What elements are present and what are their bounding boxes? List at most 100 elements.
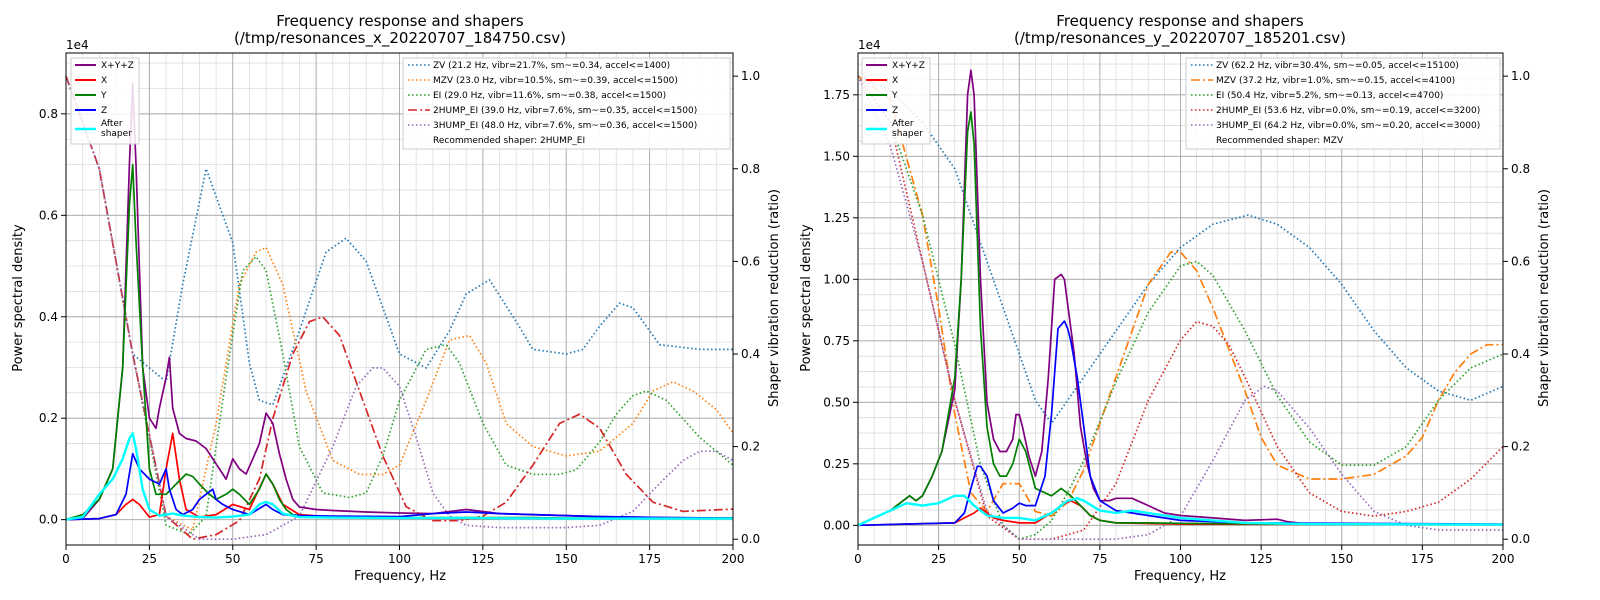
psd-curve (857, 494, 1504, 527)
axes: 0 25 50 75 100 125 150 175 200 0.00 0.25 0.50 0.75 1.… (823, 69, 1530, 566)
x-axis-label: Frequency, Hz (354, 569, 446, 584)
legend-shaper-label: 2HUMP_EI (39.0 Hz, vibr=7.6%, sm~=0.35, … (433, 106, 697, 116)
shaper-curve (65, 75, 734, 531)
plot-lines (65, 75, 734, 541)
psd-curve (65, 82, 734, 521)
legend-psd: X+Y+Z X Y Z After shaper (70, 57, 140, 145)
x-tick-label: 175 (638, 552, 661, 566)
y-axis-label: Power spectral density (799, 224, 814, 372)
x-tick-label: 150 (1330, 552, 1353, 566)
shaper-curve (857, 75, 1504, 541)
psd-curve (857, 111, 1504, 527)
legend-shapers: ZV (62.2 Hz, vibr=30.4%, sm~=0.05, accel… (1185, 57, 1501, 150)
legend-psd-label: X+Y+Z (101, 61, 134, 71)
legend-shaper-label: 3HUMP_EI (48.0 Hz, vibr=7.6%, sm~=0.36, … (433, 121, 697, 131)
x-tick-label: 125 (471, 552, 494, 566)
legend-shaper-label: MZV (23.0 Hz, vibr=10.5%, sm~=0.39, acce… (433, 76, 678, 86)
shaper-curve (65, 75, 733, 406)
legend-shaper-label: ZV (62.2 Hz, vibr=30.4%, sm~=0.05, accel… (1216, 61, 1459, 71)
y2-tick-label: 0.6 (1511, 254, 1530, 268)
legend-shaper-label: EI (29.0 Hz, vibr=11.6%, sm~=0.38, accel… (433, 91, 666, 101)
y2-tick-label: 1.0 (741, 69, 760, 83)
x-axis-label: Frequency, Hz (1134, 569, 1226, 584)
y-tick-label: 0.6 (39, 208, 58, 222)
chart-title: Frequency response and shapers (1056, 12, 1304, 30)
y2-axis-label: Shaper vibration reduction (ratio) (767, 189, 782, 407)
y-axis-label: Power spectral density (11, 224, 26, 372)
y-tick-label: 0.2 (39, 411, 58, 425)
legend-psd-label: Y (100, 91, 107, 101)
x-tick-label: 175 (1411, 552, 1434, 566)
x-tick-label: 0 (854, 552, 862, 566)
x-tick-label: 75 (308, 552, 323, 566)
x-tick-label: 100 (1169, 552, 1192, 566)
shaper-curve (65, 75, 734, 536)
y2-tick-label: 0.6 (741, 254, 760, 268)
legend-shaper-label: EI (50.4 Hz, vibr=5.2%, sm~=0.13, accel<… (1216, 91, 1443, 101)
legend-psd-label: X+Y+Z (892, 61, 925, 71)
y2-tick-label: 1.0 (1511, 69, 1530, 83)
x-tick-label: 50 (1012, 552, 1027, 566)
legend-shaper-label: 3HUMP_EI (64.2 Hz, vibr=0.0%, sm~=0.20, … (1216, 121, 1480, 131)
legend-psd-label: X (892, 76, 898, 86)
y-offset-text: 1e4 (858, 38, 881, 52)
chart-subtitle: (/tmp/resonances_x_20220707_184750.csv) (234, 29, 566, 48)
y-tick-label: 0.0 (39, 513, 58, 527)
y-tick-label: 0.75 (823, 334, 850, 348)
chart-subtitle: (/tmp/resonances_y_20220707_185201.csv) (1014, 29, 1346, 48)
x-tick-label: 25 (142, 552, 157, 566)
legend-psd-label: Z (892, 106, 898, 116)
y-tick-label: 1.25 (823, 211, 850, 225)
y2-tick-label: 0.2 (741, 440, 760, 454)
y2-tick-label: 0.8 (741, 162, 760, 176)
x-tick-label: 200 (722, 552, 745, 566)
axes: 0 25 50 75 100 125 150 175 200 0.0 0.2 0.4 0.6 0.8 0.0… (39, 69, 760, 566)
x-tick-label: 0 (62, 552, 70, 566)
shaper-curve (65, 75, 734, 541)
y2-tick-label: 0.4 (741, 347, 760, 361)
y2-tick-label: 0.0 (1511, 532, 1530, 546)
legend-shapers: ZV (21.2 Hz, vibr=21.7%, sm~=0.34, accel… (402, 57, 731, 150)
psd-curve (65, 432, 733, 521)
y-tick-label: 0.00 (823, 518, 850, 532)
y-tick-label: 0.4 (39, 310, 58, 324)
shaper-curve (65, 75, 734, 541)
legend-psd-label: Y (891, 91, 898, 101)
legend-shaper-label: 2HUMP_EI (53.6 Hz, vibr=0.0%, sm~=0.19, … (1216, 106, 1480, 116)
y-tick-label: 1.75 (823, 88, 850, 102)
legend-psd: X+Y+Z X Y Z After shaper (861, 57, 931, 145)
y2-tick-label: 0.8 (1511, 162, 1530, 176)
legend-after-shaper-label: After shaper (101, 119, 132, 139)
x-tick-label: 75 (1092, 552, 1107, 566)
x-tick-label: 200 (1492, 552, 1515, 566)
shaper-curve (857, 75, 1504, 425)
y-tick-label: 0.50 (823, 395, 850, 409)
chart-title: Frequency response and shapers (276, 12, 524, 30)
shaper-curve (857, 75, 1503, 541)
legend-shaper-label: ZV (21.2 Hz, vibr=21.7%, sm~=0.34, accel… (433, 61, 670, 71)
y2-tick-label: 0.2 (1511, 440, 1530, 454)
plot-lines (857, 69, 1504, 541)
y2-tick-label: 0.0 (741, 532, 760, 546)
y-offset-text: 1e4 (66, 38, 89, 52)
legend-psd-label: X (101, 76, 107, 86)
y-tick-label: 0.25 (823, 457, 850, 471)
recommended-shaper: Recommended shaper: 2HUMP_EI (433, 136, 585, 146)
recommended-shaper: Recommended shaper: MZV (1216, 136, 1344, 146)
x-tick-label: 100 (388, 552, 411, 566)
chart-panel-x: Frequency response and shapers (/tmp/res… (11, 12, 782, 584)
shaper-curve (857, 75, 1503, 517)
y-tick-label: 1.00 (823, 272, 850, 286)
y2-axis-label: Shaper vibration reduction (ratio) (1537, 189, 1552, 407)
x-tick-label: 25 (931, 552, 946, 566)
legend-after-shaper-label: After shaper (892, 119, 923, 139)
legend-psd-label: Z (101, 106, 107, 116)
y2-tick-label: 0.4 (1511, 347, 1530, 361)
psd-curve (65, 452, 734, 521)
legend-shaper-label: MZV (37.2 Hz, vibr=1.0%, sm~=0.15, accel… (1216, 76, 1455, 86)
x-tick-label: 150 (555, 552, 578, 566)
shaper-curve (857, 75, 1504, 541)
chart-panel-y: Frequency response and shapers (/tmp/res… (799, 12, 1552, 584)
x-tick-label: 50 (225, 552, 240, 566)
